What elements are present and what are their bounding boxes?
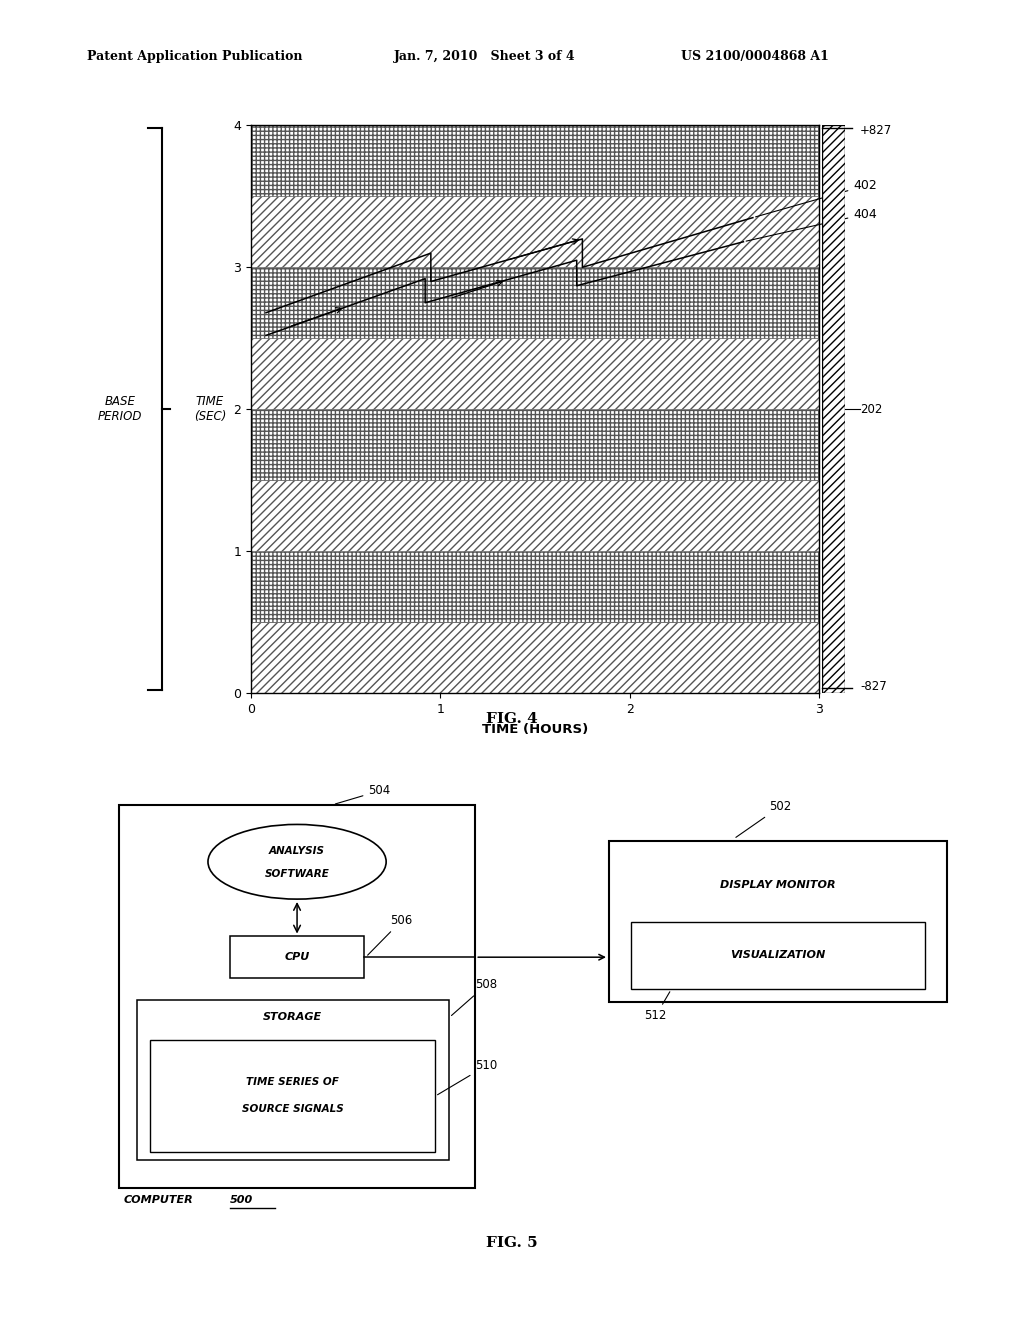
Text: 506: 506 <box>368 913 413 956</box>
Bar <box>137 999 449 1160</box>
Text: Patent Application Publication: Patent Application Publication <box>87 50 302 63</box>
Text: +827: +827 <box>860 124 892 137</box>
Bar <box>251 125 819 197</box>
Text: Jan. 7, 2010   Sheet 3 of 4: Jan. 7, 2010 Sheet 3 of 4 <box>394 50 575 63</box>
Bar <box>251 409 819 480</box>
Text: 404: 404 <box>746 207 877 242</box>
Bar <box>631 921 925 990</box>
Text: 502: 502 <box>736 800 792 837</box>
Text: TIME
(SEC): TIME (SEC) <box>194 395 226 424</box>
Bar <box>609 841 947 1002</box>
Bar <box>251 197 819 267</box>
Text: SOURCE SIGNALS: SOURCE SIGNALS <box>242 1104 343 1114</box>
Text: COMPUTER: COMPUTER <box>123 1195 194 1205</box>
Bar <box>230 936 364 978</box>
Text: US 2100/0004868 A1: US 2100/0004868 A1 <box>681 50 828 63</box>
Text: 512: 512 <box>644 991 670 1023</box>
Ellipse shape <box>208 825 386 899</box>
Text: CPU: CPU <box>285 952 309 962</box>
Text: DISPLAY MONITOR: DISPLAY MONITOR <box>720 879 836 890</box>
Bar <box>251 552 819 622</box>
Text: FIG. 4: FIG. 4 <box>486 713 538 726</box>
Bar <box>119 805 475 1188</box>
Text: BASE
PERIOD: BASE PERIOD <box>97 395 142 424</box>
Text: FIG. 5: FIG. 5 <box>486 1237 538 1250</box>
Text: 504: 504 <box>336 784 390 804</box>
Text: 510: 510 <box>437 1059 498 1094</box>
Bar <box>251 622 819 693</box>
Text: ANALYSIS: ANALYSIS <box>269 846 325 857</box>
Bar <box>251 480 819 552</box>
Bar <box>251 267 819 338</box>
X-axis label: TIME (HOURS): TIME (HOURS) <box>482 722 588 735</box>
Bar <box>251 338 819 409</box>
Text: 402: 402 <box>756 180 877 216</box>
Text: VISUALIZATION: VISUALIZATION <box>730 950 825 960</box>
Text: -827: -827 <box>860 680 887 693</box>
Text: SOFTWARE: SOFTWARE <box>264 869 330 879</box>
Text: 500: 500 <box>230 1195 254 1205</box>
Text: STORAGE: STORAGE <box>263 1012 323 1023</box>
Text: 508: 508 <box>452 978 498 1015</box>
Text: TIME SERIES OF: TIME SERIES OF <box>246 1077 339 1086</box>
Text: 202: 202 <box>860 403 883 416</box>
Bar <box>151 1040 435 1152</box>
